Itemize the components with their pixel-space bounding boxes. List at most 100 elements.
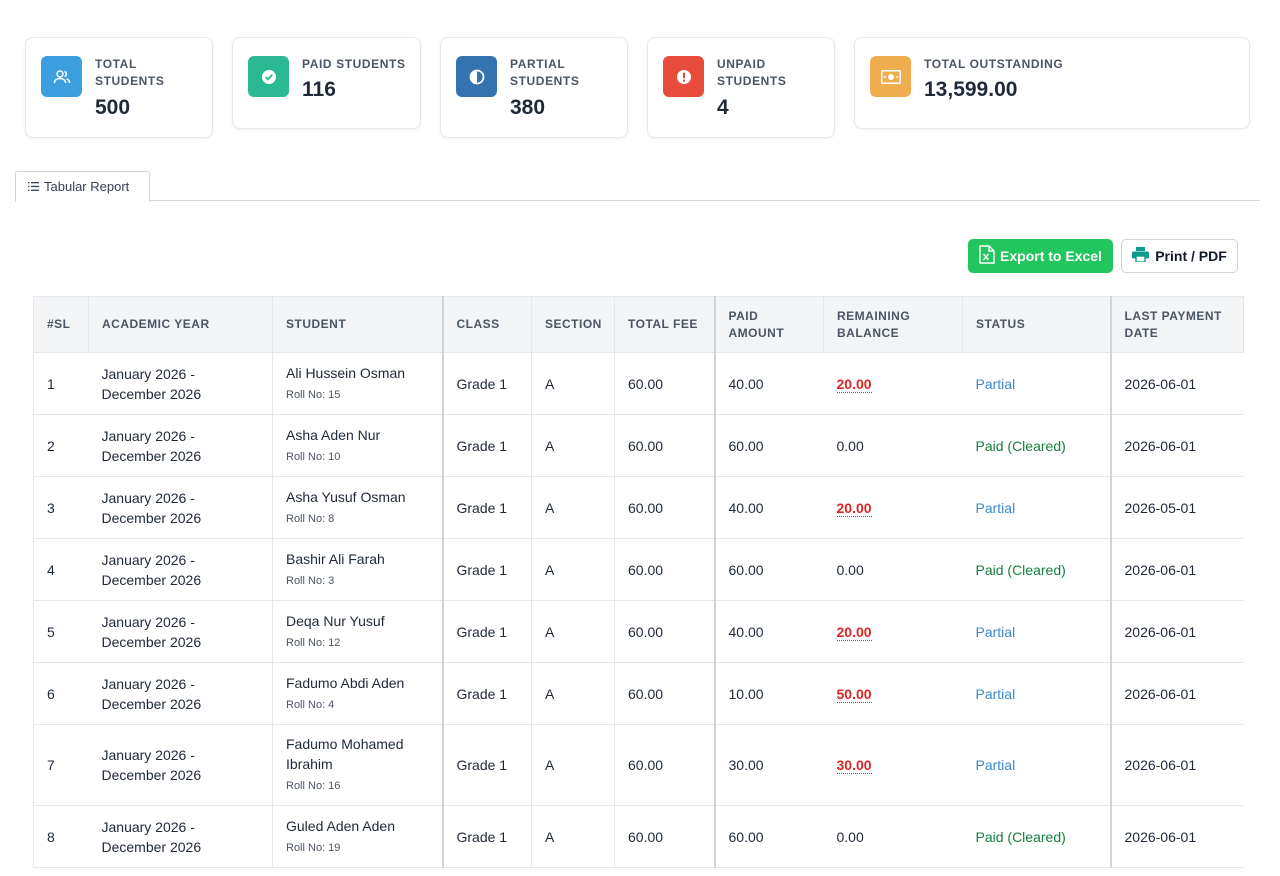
balance-cleared: 0.00 bbox=[836, 437, 864, 454]
cell-academic-year: January 2026 - December 2026 bbox=[88, 352, 273, 415]
cell-paid-amount: 40.00 bbox=[713, 352, 824, 415]
cell-status: Partial bbox=[962, 352, 1111, 415]
cell-total-fee: 60.00 bbox=[614, 352, 715, 415]
tab-label: Tabular Report bbox=[44, 179, 130, 194]
cell-student: Deqa Nur Yusuf Roll No: 12 bbox=[272, 600, 443, 663]
balance-due[interactable]: 50.00 bbox=[836, 685, 872, 703]
stat-card-total-outstanding: TOTAL OUTSTANDING 13,599.00 bbox=[854, 37, 1250, 129]
student-name: Asha Aden Nur bbox=[286, 426, 381, 443]
student-name: Ali Hussein Osman bbox=[286, 364, 406, 381]
student-roll: Roll No: 16 bbox=[286, 780, 341, 792]
cell-section: A bbox=[531, 352, 615, 415]
col-header-last-payment-date[interactable]: LAST PAYMENT DATE bbox=[1109, 296, 1244, 353]
stat-value: 13,599.00 bbox=[924, 78, 1018, 101]
stat-value: 4 bbox=[717, 96, 729, 119]
report-tabs: Tabular Report bbox=[15, 171, 1260, 202]
student-name: Fadumo Abdi Aden bbox=[286, 674, 405, 691]
cell-academic-year: January 2026 - December 2026 bbox=[88, 724, 273, 806]
cell-section: A bbox=[531, 724, 615, 806]
cell-last-payment-date: 2026-06-01 bbox=[1109, 724, 1244, 806]
print-pdf-button[interactable]: Print / PDF bbox=[1121, 239, 1238, 273]
cell-total-fee: 60.00 bbox=[614, 805, 715, 868]
cell-remaining-balance: 0.00 bbox=[823, 805, 963, 868]
col-header-sl[interactable]: #SL bbox=[33, 296, 89, 353]
cell-paid-amount: 60.00 bbox=[713, 805, 824, 868]
cell-status: Paid (Cleared) bbox=[962, 805, 1111, 868]
stat-label: UNPAID STUDENTS bbox=[717, 57, 787, 88]
col-header-remaining-balance[interactable]: REMAINING BALANCE bbox=[823, 296, 963, 353]
balance-due[interactable]: 30.00 bbox=[836, 757, 872, 774]
list-icon bbox=[28, 179, 39, 194]
balance-due[interactable]: 20.00 bbox=[836, 375, 872, 393]
cell-last-payment-date: 2026-06-01 bbox=[1109, 805, 1244, 868]
cell-sl: 5 bbox=[33, 600, 89, 663]
cell-section: A bbox=[531, 476, 615, 539]
stat-card-total-students: TOTAL STUDENTS 500 bbox=[25, 37, 213, 138]
cell-academic-year: January 2026 - December 2026 bbox=[88, 414, 273, 477]
cell-student: Fadumo Abdi Aden Roll No: 4 bbox=[272, 662, 443, 725]
check-circle-icon bbox=[248, 56, 289, 97]
student-name: Bashir Ali Farah bbox=[286, 550, 385, 567]
cell-last-payment-date: 2026-06-01 bbox=[1109, 538, 1244, 601]
cell-last-payment-date: 2026-06-01 bbox=[1109, 352, 1244, 415]
cell-status: Paid (Cleared) bbox=[962, 538, 1111, 601]
col-header-paid-amount[interactable]: PAID AMOUNT bbox=[713, 296, 824, 353]
col-header-status[interactable]: STATUS bbox=[962, 296, 1111, 353]
stat-card-unpaid-students: UNPAID STUDENTS 4 bbox=[647, 37, 835, 138]
cell-section: A bbox=[531, 414, 615, 477]
student-roll: Roll No: 4 bbox=[286, 698, 335, 711]
cell-status: Partial bbox=[962, 662, 1111, 725]
cell-total-fee: 60.00 bbox=[614, 724, 715, 806]
cell-class: Grade 1 bbox=[441, 662, 532, 725]
cell-academic-year: January 2026 - December 2026 bbox=[88, 805, 273, 868]
table-row: 7 January 2026 - December 2026 Fadumo Mo… bbox=[33, 724, 1244, 806]
balance-due[interactable]: 20.00 bbox=[836, 623, 872, 641]
table-row: 2 January 2026 - December 2026 Asha Aden… bbox=[33, 414, 1244, 477]
cell-status: Partial bbox=[962, 724, 1111, 806]
stat-value: 500 bbox=[95, 96, 131, 119]
balance-due[interactable]: 20.00 bbox=[836, 499, 872, 517]
status-badge: Partial bbox=[975, 375, 1016, 392]
money-bill-icon bbox=[870, 56, 911, 97]
cell-student: Fadumo Mohamed Ibrahim Roll No: 16 bbox=[272, 724, 443, 806]
cell-remaining-balance: 20.00 bbox=[823, 476, 963, 539]
student-roll: Roll No: 12 bbox=[286, 636, 341, 649]
cell-total-fee: 60.00 bbox=[614, 538, 715, 601]
cell-remaining-balance: 20.00 bbox=[823, 352, 963, 415]
col-header-section[interactable]: SECTION bbox=[531, 296, 615, 353]
table-row: 5 January 2026 - December 2026 Deqa Nur … bbox=[33, 600, 1244, 663]
exclamation-icon bbox=[663, 56, 704, 97]
col-header-student[interactable]: STUDENT bbox=[272, 296, 443, 353]
tab-tabular-report[interactable]: Tabular Report bbox=[15, 171, 150, 202]
cell-section: A bbox=[531, 600, 615, 663]
balance-cleared: 0.00 bbox=[836, 561, 864, 578]
status-badge: Paid (Cleared) bbox=[975, 437, 1066, 454]
col-header-academic-year[interactable]: ACADEMIC YEAR bbox=[88, 296, 273, 353]
cell-student: Asha Yusuf Osman Roll No: 8 bbox=[272, 476, 443, 539]
users-icon bbox=[41, 56, 82, 97]
student-roll: Roll No: 19 bbox=[286, 841, 341, 854]
table-row: 4 January 2026 - December 2026 Bashir Al… bbox=[33, 538, 1244, 601]
report-table: #SL ACADEMIC YEAR STUDENT CLASS SECTION … bbox=[33, 296, 1244, 868]
cell-student: Asha Aden Nur Roll No: 10 bbox=[272, 414, 443, 477]
stat-value: 116 bbox=[302, 78, 336, 101]
stat-label: PAID STUDENTS bbox=[302, 57, 406, 71]
cell-total-fee: 60.00 bbox=[614, 476, 715, 539]
export-excel-button[interactable]: Export to Excel bbox=[968, 239, 1113, 273]
cell-paid-amount: 40.00 bbox=[713, 476, 824, 539]
stat-value: 380 bbox=[510, 96, 546, 119]
cell-remaining-balance: 30.00 bbox=[823, 724, 963, 806]
cell-remaining-balance: 20.00 bbox=[823, 600, 963, 663]
status-badge: Paid (Cleared) bbox=[975, 828, 1066, 845]
status-badge: Paid (Cleared) bbox=[975, 561, 1066, 578]
status-badge: Partial bbox=[975, 685, 1016, 702]
table-header-row: #SL ACADEMIC YEAR STUDENT CLASS SECTION … bbox=[33, 296, 1244, 353]
cell-remaining-balance: 0.00 bbox=[823, 414, 963, 477]
cell-class: Grade 1 bbox=[441, 414, 532, 477]
col-header-class[interactable]: CLASS bbox=[441, 296, 532, 353]
cell-total-fee: 60.00 bbox=[614, 662, 715, 725]
cell-class: Grade 1 bbox=[441, 476, 532, 539]
student-name: Deqa Nur Yusuf bbox=[286, 612, 385, 629]
cell-sl: 8 bbox=[33, 805, 89, 868]
col-header-total-fee[interactable]: TOTAL FEE bbox=[614, 296, 715, 353]
